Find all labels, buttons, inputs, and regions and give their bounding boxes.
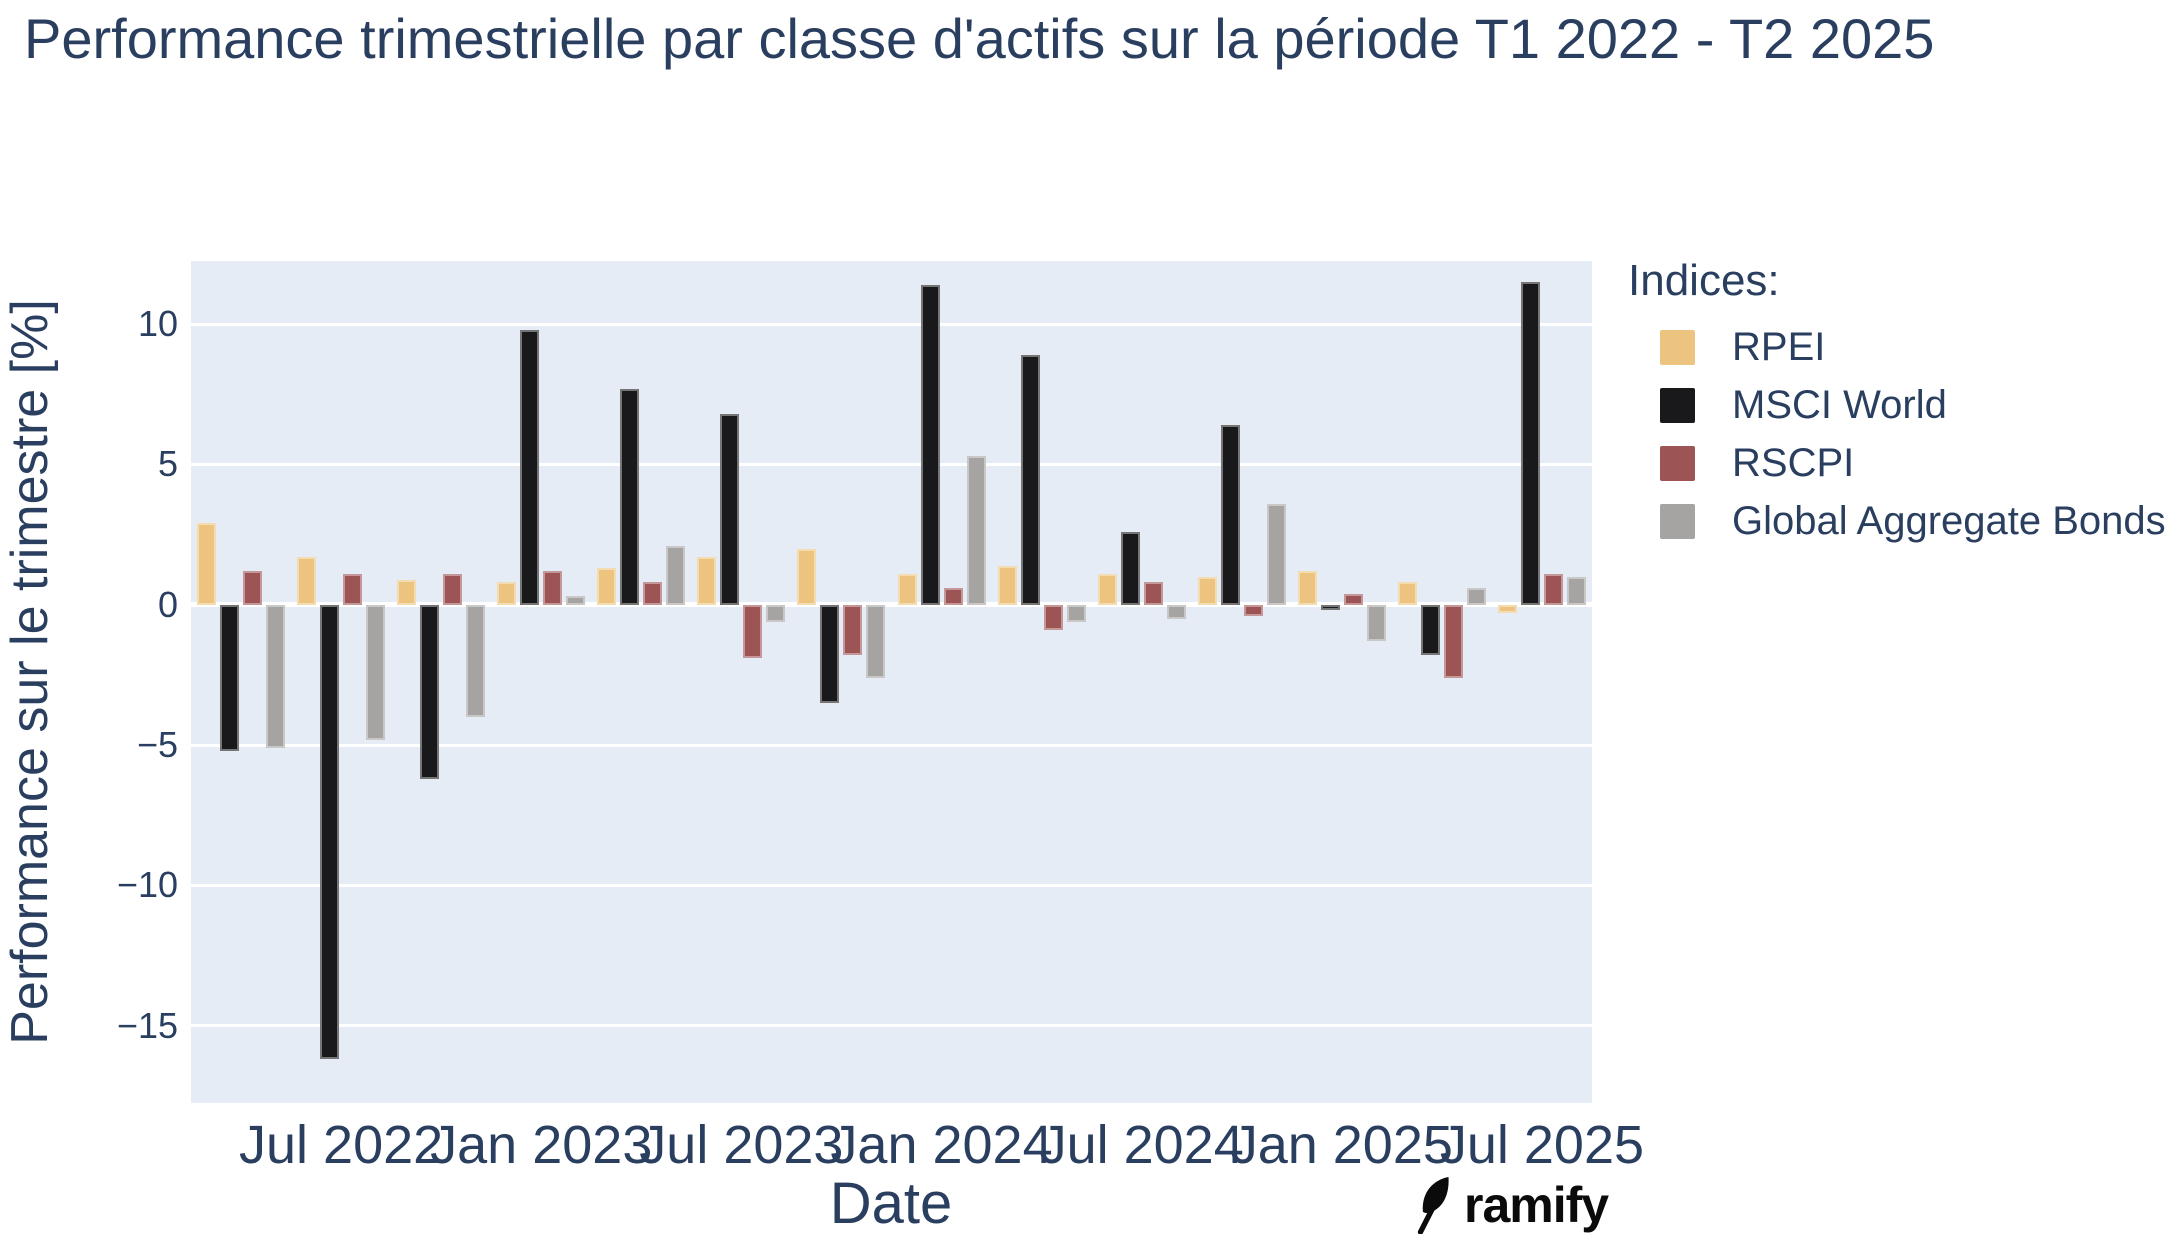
bar-rpei-T1-2025[interactable] [1397, 582, 1417, 605]
bar-global-aggregate-bonds-T3-2022[interactable] [466, 604, 486, 718]
zero-gridline [191, 602, 1592, 608]
bar-rscpi-T2-2024[interactable] [1143, 582, 1163, 605]
legend-swatch [1660, 329, 1695, 365]
chart-title: Performance trimestrielle par classe d'a… [24, 7, 1935, 70]
bar-global-aggregate-bonds-T3-2024[interactable] [1266, 503, 1286, 605]
brand-name: ramify [1464, 1177, 1609, 1233]
legend-title: Indices: [1628, 256, 1780, 305]
x-tick-label: Jul 2024 [1039, 1115, 1244, 1175]
bar-rscpi-T4-2024[interactable] [1343, 593, 1363, 605]
bar-rscpi-T3-2022[interactable] [443, 573, 463, 605]
y-tick-label: 10 [137, 303, 178, 345]
bar-global-aggregate-bonds-T4-2022[interactable] [566, 596, 586, 605]
bar-msci-world-T2-2022[interactable] [320, 604, 340, 1060]
bar-rscpi-T1-2024[interactable] [1043, 604, 1063, 631]
bar-global-aggregate-bonds-T4-2023[interactable] [966, 456, 986, 605]
bar-rscpi-T3-2024[interactable] [1243, 604, 1263, 617]
gridline [191, 462, 1592, 466]
legend-swatch [1660, 445, 1695, 481]
gridline [191, 743, 1592, 747]
legend-swatch [1660, 387, 1695, 423]
bar-global-aggregate-bonds-T1-2025[interactable] [1466, 587, 1486, 605]
legend-label: Global Aggregate Bonds [1732, 498, 2166, 543]
y-tick-label: 5 [157, 443, 178, 485]
gridline [191, 883, 1592, 887]
bar-rpei-T4-2022[interactable] [497, 582, 517, 605]
x-tick-label: Jul 2023 [639, 1115, 844, 1175]
bar-rscpi-T1-2022[interactable] [243, 571, 263, 605]
legend-swatch [1660, 503, 1695, 539]
bar-rpei-T4-2023[interactable] [897, 573, 917, 605]
bar-rpei-T2-2022[interactable] [297, 557, 317, 605]
bar-rscpi-T2-2025[interactable] [1543, 573, 1563, 605]
bar-msci-world-T1-2024[interactable] [1020, 355, 1040, 605]
y-tick-label: −5 [136, 724, 178, 766]
bar-rscpi-T1-2025[interactable] [1443, 604, 1463, 678]
bar-rscpi-T2-2023[interactable] [743, 604, 763, 659]
bar-global-aggregate-bonds-T2-2022[interactable] [366, 604, 386, 740]
bar-rscpi-T4-2022[interactable] [543, 571, 563, 605]
bar-global-aggregate-bonds-T1-2024[interactable] [1066, 604, 1086, 622]
bar-msci-world-T2-2024[interactable] [1120, 531, 1140, 605]
bar-rpei-T2-2024[interactable] [1097, 573, 1117, 605]
bar-rpei-T3-2022[interactable] [397, 579, 417, 605]
x-tick-label: Jul 2022 [239, 1115, 444, 1175]
legend-item-rpei[interactable]: RPEI [1628, 318, 2166, 376]
x-tick-label: Jan 2023 [430, 1115, 653, 1175]
bar-rpei-T1-2022[interactable] [197, 523, 217, 605]
bar-global-aggregate-bonds-T1-2022[interactable] [266, 604, 286, 748]
bar-global-aggregate-bonds-T2-2024[interactable] [1166, 604, 1186, 619]
bar-global-aggregate-bonds-T2-2025[interactable] [1566, 576, 1586, 605]
bar-rpei-T1-2024[interactable] [997, 565, 1017, 605]
bar-msci-world-T1-2025[interactable] [1420, 604, 1440, 656]
y-tick-label: 0 [157, 583, 178, 625]
bar-rscpi-T4-2023[interactable] [943, 587, 963, 605]
bar-rpei-T2-2023[interactable] [697, 557, 717, 605]
legend-label: MSCI World [1732, 382, 1947, 427]
bar-msci-world-T2-2025[interactable] [1520, 282, 1540, 605]
bar-rpei-T1-2023[interactable] [597, 568, 617, 605]
bar-rpei-T3-2023[interactable] [797, 548, 817, 605]
ramify-logo: ramify [1412, 1176, 1609, 1234]
bar-rpei-T4-2024[interactable] [1297, 571, 1317, 605]
bar-global-aggregate-bonds-T3-2023[interactable] [866, 604, 886, 678]
gridline [191, 322, 1592, 326]
legend-items: RPEI MSCI World RSCPI Global Aggregate Bond… [1628, 318, 2166, 550]
legend-label: RSCPI [1732, 440, 1855, 485]
y-tick-label: −15 [116, 1004, 178, 1046]
x-tick-label: Jul 2025 [1439, 1115, 1645, 1175]
bar-rscpi-T3-2023[interactable] [843, 604, 863, 656]
legend-item-rscpi[interactable]: RSCPI [1628, 434, 2166, 492]
bar-rscpi-T1-2023[interactable] [643, 582, 663, 605]
bar-msci-world-T4-2024[interactable] [1320, 604, 1340, 611]
x-tick-label: Jan 2024 [830, 1115, 1053, 1175]
bar-msci-world-T3-2022[interactable] [420, 604, 440, 779]
feather-icon [1417, 1176, 1449, 1234]
x-tick-label: Jan 2025 [1230, 1115, 1453, 1175]
y-tick-label: −10 [116, 864, 178, 906]
bar-global-aggregate-bonds-T4-2024[interactable] [1366, 604, 1386, 642]
legend-item-global-aggregate-bonds[interactable]: Global Aggregate Bonds [1628, 492, 2166, 550]
bar-rpei-T2-2025[interactable] [1497, 604, 1517, 614]
y-axis-title: Performance sur le trimestre [%] [1, 299, 59, 1045]
bar-msci-world-T4-2022[interactable] [520, 329, 540, 605]
plot-area [191, 261, 1592, 1103]
gridline [191, 1024, 1592, 1028]
bar-rscpi-T2-2022[interactable] [343, 573, 363, 605]
bar-global-aggregate-bonds-T2-2023[interactable] [766, 604, 786, 622]
bar-rpei-T3-2024[interactable] [1197, 576, 1217, 605]
bar-msci-world-T2-2023[interactable] [720, 413, 740, 605]
legend: Indices: RPEI MSCI World RSCPI Global Aggre… [1628, 256, 2166, 550]
bar-msci-world-T3-2023[interactable] [820, 604, 840, 704]
legend-label: RPEI [1732, 324, 1826, 369]
bar-msci-world-T3-2024[interactable] [1220, 425, 1240, 605]
bar-msci-world-T1-2022[interactable] [220, 604, 240, 751]
x-axis-title: Date [829, 1171, 953, 1236]
bar-msci-world-T4-2023[interactable] [920, 284, 940, 605]
legend-item-msci-world[interactable]: MSCI World [1628, 376, 2166, 434]
bar-global-aggregate-bonds-T1-2023[interactable] [666, 545, 686, 605]
bar-msci-world-T1-2023[interactable] [620, 388, 640, 605]
